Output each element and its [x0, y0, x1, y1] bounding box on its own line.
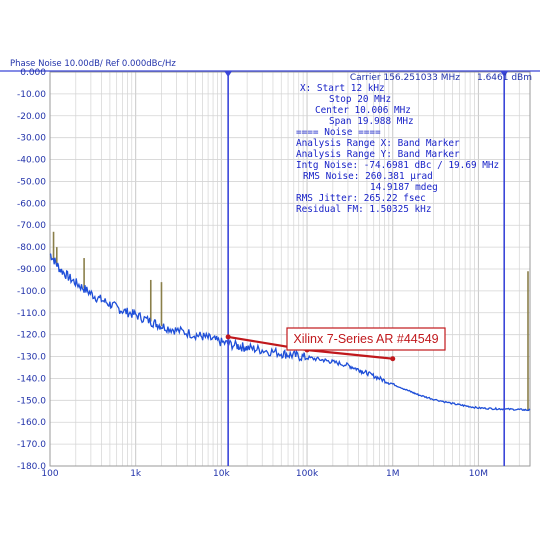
- spurs: [52, 231, 529, 411]
- y-tick-label: -130.0: [17, 353, 46, 363]
- y-tick-label: -170.0: [17, 440, 46, 450]
- info-line: Analysis Range Y: Band Marker: [296, 149, 460, 160]
- info-line: X: Start 12 kHz: [300, 83, 385, 94]
- info-panel: X: Start 12 kHz Stop 20 MHz Center 10.00…: [296, 83, 499, 215]
- annotation-point: [225, 334, 231, 340]
- y-tick-label: -70.00: [17, 221, 46, 231]
- annotation-group: Xilinx 7-Series AR #44549: [225, 327, 446, 362]
- trace: [49, 253, 531, 412]
- y-tick-label: 0.000: [20, 68, 46, 78]
- info-line: RMS Noise: 260.381 µrad: [303, 171, 433, 182]
- x-tick-label: 10M: [469, 469, 488, 479]
- band-marker-handle-icon[interactable]: [224, 71, 233, 77]
- info-line: Intg Noise: -74.6981 dBc / 19.69 MHz: [296, 160, 499, 171]
- carrier-label: Carrier 156.251033 MHz: [350, 73, 460, 83]
- y-tick-label: -180.0: [17, 462, 46, 472]
- phase-noise-trace: [49, 253, 531, 412]
- info-line: Stop 20 MHz: [329, 94, 391, 105]
- info-line: Span 19.988 MHz: [329, 116, 414, 127]
- y-tick-labels: 0.000 -10.00 -20.00 -30.00 -40.00 -50.00 -60.0…: [17, 68, 46, 472]
- x-tick-labels: 100 1k 10k 100k 1M 10M: [41, 469, 488, 479]
- axes: [0, 70, 540, 467]
- y-tick-label: -10.00: [17, 90, 46, 100]
- info-line: Residual FM: 1.50325 kHz: [296, 204, 431, 215]
- annotation-box: [286, 327, 446, 351]
- y-tick-label: -120.0: [17, 331, 46, 341]
- y-tick-label: -30.00: [17, 134, 46, 144]
- y-tick-label: -80.00: [17, 243, 46, 253]
- y-tick-label: -50.00: [17, 177, 46, 187]
- carrier-power-label: 1.6461 dBm: [477, 73, 532, 83]
- annotation-label: Xilinx 7-Series AR #44549: [293, 332, 438, 346]
- x-tick-label: 1M: [386, 469, 400, 479]
- y-tick-label: -140.0: [17, 374, 46, 384]
- y-tick-label: -150.0: [17, 396, 46, 406]
- y-tick-label: -160.0: [17, 418, 46, 428]
- info-line: RMS Jitter: 265.22 fsec: [296, 193, 426, 204]
- y-tick-label: -40.00: [17, 156, 46, 166]
- y-tick-label: -90.00: [17, 265, 46, 275]
- x-tick-label: 100k: [296, 469, 319, 479]
- info-line: 14.9187 mdeg: [370, 182, 438, 193]
- x-tick-label: 10k: [213, 469, 230, 479]
- y-tick-label: -100.0: [17, 287, 46, 297]
- plot-frame: [49, 71, 531, 467]
- band-marker-handle-icon[interactable]: [500, 71, 509, 77]
- x-tick-label: 100: [41, 469, 58, 479]
- y-tick-label: -110.0: [17, 309, 46, 319]
- info-line: Center 10.006 MHz: [315, 105, 411, 116]
- annotation-point: [390, 356, 396, 362]
- info-line: ==== Noise ====: [296, 127, 381, 138]
- window-title: Phase Noise 10.00dB/ Ref 0.000dBc/Hz: [10, 59, 176, 69]
- x-tick-label: 1k: [130, 469, 142, 479]
- y-tick-label: -20.00: [17, 112, 46, 122]
- major-grid: [49, 71, 530, 467]
- info-line: Analysis Range X: Band Marker: [296, 138, 460, 149]
- band-markers[interactable]: [224, 71, 509, 466]
- y-tick-label: -60.00: [17, 199, 46, 209]
